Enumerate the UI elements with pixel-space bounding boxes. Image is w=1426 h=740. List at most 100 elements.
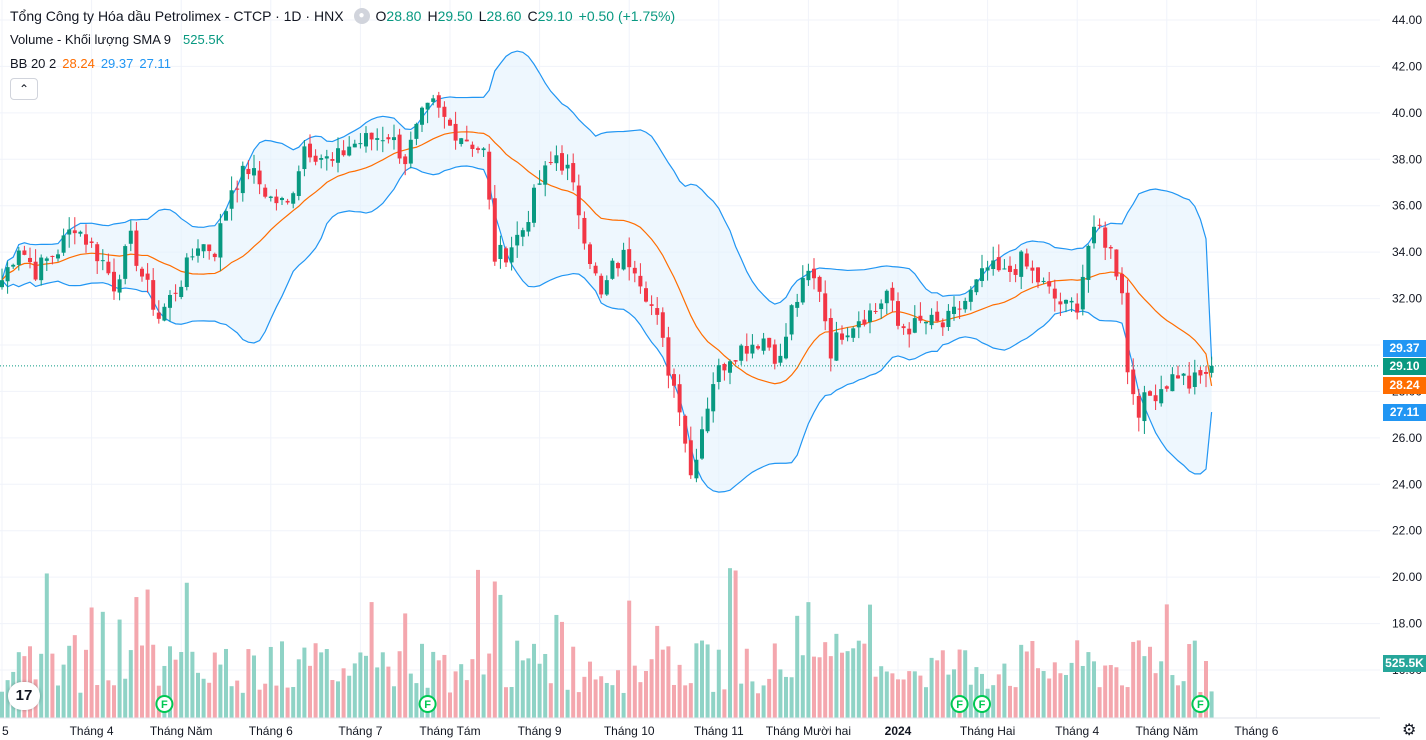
volume-bar xyxy=(632,665,637,718)
candle-body xyxy=(487,151,492,200)
candle-body xyxy=(50,255,55,257)
volume-bar xyxy=(173,659,178,718)
candle xyxy=(487,143,492,210)
candle-body xyxy=(688,440,693,476)
volume-bar xyxy=(728,568,732,718)
volume-bar xyxy=(879,666,884,718)
candle xyxy=(134,222,139,272)
candle xyxy=(44,256,49,271)
volume-label[interactable]: Volume - Khối lượng SMA 9 xyxy=(10,32,172,47)
candle-body xyxy=(924,321,928,324)
volume-bar xyxy=(688,683,693,718)
candle xyxy=(655,297,660,325)
volume-bar xyxy=(582,676,587,718)
candle-body xyxy=(627,249,632,268)
candle-body xyxy=(162,306,167,321)
volume-bar xyxy=(257,689,262,718)
volume-bar xyxy=(436,660,441,718)
candle-body xyxy=(1187,375,1192,389)
volume-bar xyxy=(117,619,122,718)
candle xyxy=(1164,385,1169,392)
candle xyxy=(924,321,928,335)
candle xyxy=(1019,250,1024,290)
candle-body xyxy=(509,247,514,263)
candle-body xyxy=(520,230,525,237)
candle-body xyxy=(537,183,542,185)
candle-body xyxy=(5,267,10,282)
bb-basis-line xyxy=(1,131,1213,386)
collapse-legend-button[interactable]: ⌃ xyxy=(10,78,38,100)
candle xyxy=(123,244,128,285)
candle-body xyxy=(296,171,301,196)
tradingview-logo[interactable]: 17 xyxy=(8,682,40,710)
candle xyxy=(336,137,340,173)
candle xyxy=(1176,365,1180,379)
volume-bar xyxy=(778,669,783,718)
event-marker xyxy=(950,695,969,713)
volume-bar xyxy=(89,607,94,718)
candle xyxy=(974,279,979,296)
candle-body xyxy=(672,374,676,386)
candle xyxy=(1030,260,1035,284)
candle-body xyxy=(582,217,587,244)
candle-body xyxy=(1153,395,1158,402)
candle xyxy=(168,290,172,322)
volume-bar xyxy=(403,613,408,718)
volume-bar xyxy=(554,614,559,718)
candle-body xyxy=(128,230,133,244)
candle-body xyxy=(78,231,83,234)
x-tick-label: Tháng 9 xyxy=(518,724,562,738)
candle-body xyxy=(806,270,811,281)
candle xyxy=(39,254,44,286)
candle-body xyxy=(739,345,744,361)
volume-bar xyxy=(1080,665,1085,718)
volume-bar xyxy=(604,682,609,718)
candle-body xyxy=(190,256,195,258)
volume-bar xyxy=(347,675,352,718)
candle-body xyxy=(414,123,419,139)
volume-bar xyxy=(756,693,760,718)
candle-body xyxy=(106,261,111,274)
x-tick-label: Tháng Năm xyxy=(1135,724,1198,738)
time-axis[interactable]: 5 Tháng 4 Tháng Năm Tháng 6 Tháng 7 Tháng Tám… xyxy=(0,717,1380,738)
symbol-title[interactable]: Tổng Công ty Hóa dầu Petrolimex - CTCP ·… xyxy=(10,8,344,24)
x-tick-label: Tháng Năm xyxy=(150,724,213,738)
candle xyxy=(504,246,508,267)
candle xyxy=(442,101,447,129)
candle-body xyxy=(134,230,139,266)
candle-body xyxy=(974,279,979,293)
candle xyxy=(184,253,189,291)
candle xyxy=(509,236,514,271)
candle xyxy=(812,258,816,290)
candle xyxy=(627,237,632,281)
bb-lower-line xyxy=(1,165,1213,493)
candle xyxy=(963,297,968,313)
volume-bar xyxy=(1176,685,1180,718)
candle xyxy=(868,303,872,334)
gear-icon[interactable]: ⚙ xyxy=(1402,722,1417,739)
candle xyxy=(448,117,452,126)
volume-bar xyxy=(0,691,4,718)
candle-body xyxy=(868,310,872,323)
volume-bar xyxy=(492,581,497,718)
volume-bar xyxy=(504,687,508,718)
bb-label[interactable]: BB 20 2 xyxy=(10,56,57,71)
candle xyxy=(1052,279,1057,312)
volume-bar xyxy=(700,640,704,718)
candle-body xyxy=(884,290,889,304)
volume-bar xyxy=(481,674,486,718)
candle-body xyxy=(375,138,380,140)
candle-body xyxy=(1058,301,1063,305)
high-label: H xyxy=(427,8,438,24)
volume-bar xyxy=(963,650,968,718)
volume-bar xyxy=(957,649,962,718)
volume-bar xyxy=(313,643,318,718)
hide-icon[interactable]: ● xyxy=(353,8,370,24)
candle-body xyxy=(386,137,391,140)
volume-bar xyxy=(537,663,542,718)
candle xyxy=(588,242,592,270)
candle xyxy=(851,326,856,342)
volume-bar xyxy=(420,643,424,718)
candle xyxy=(980,254,984,288)
